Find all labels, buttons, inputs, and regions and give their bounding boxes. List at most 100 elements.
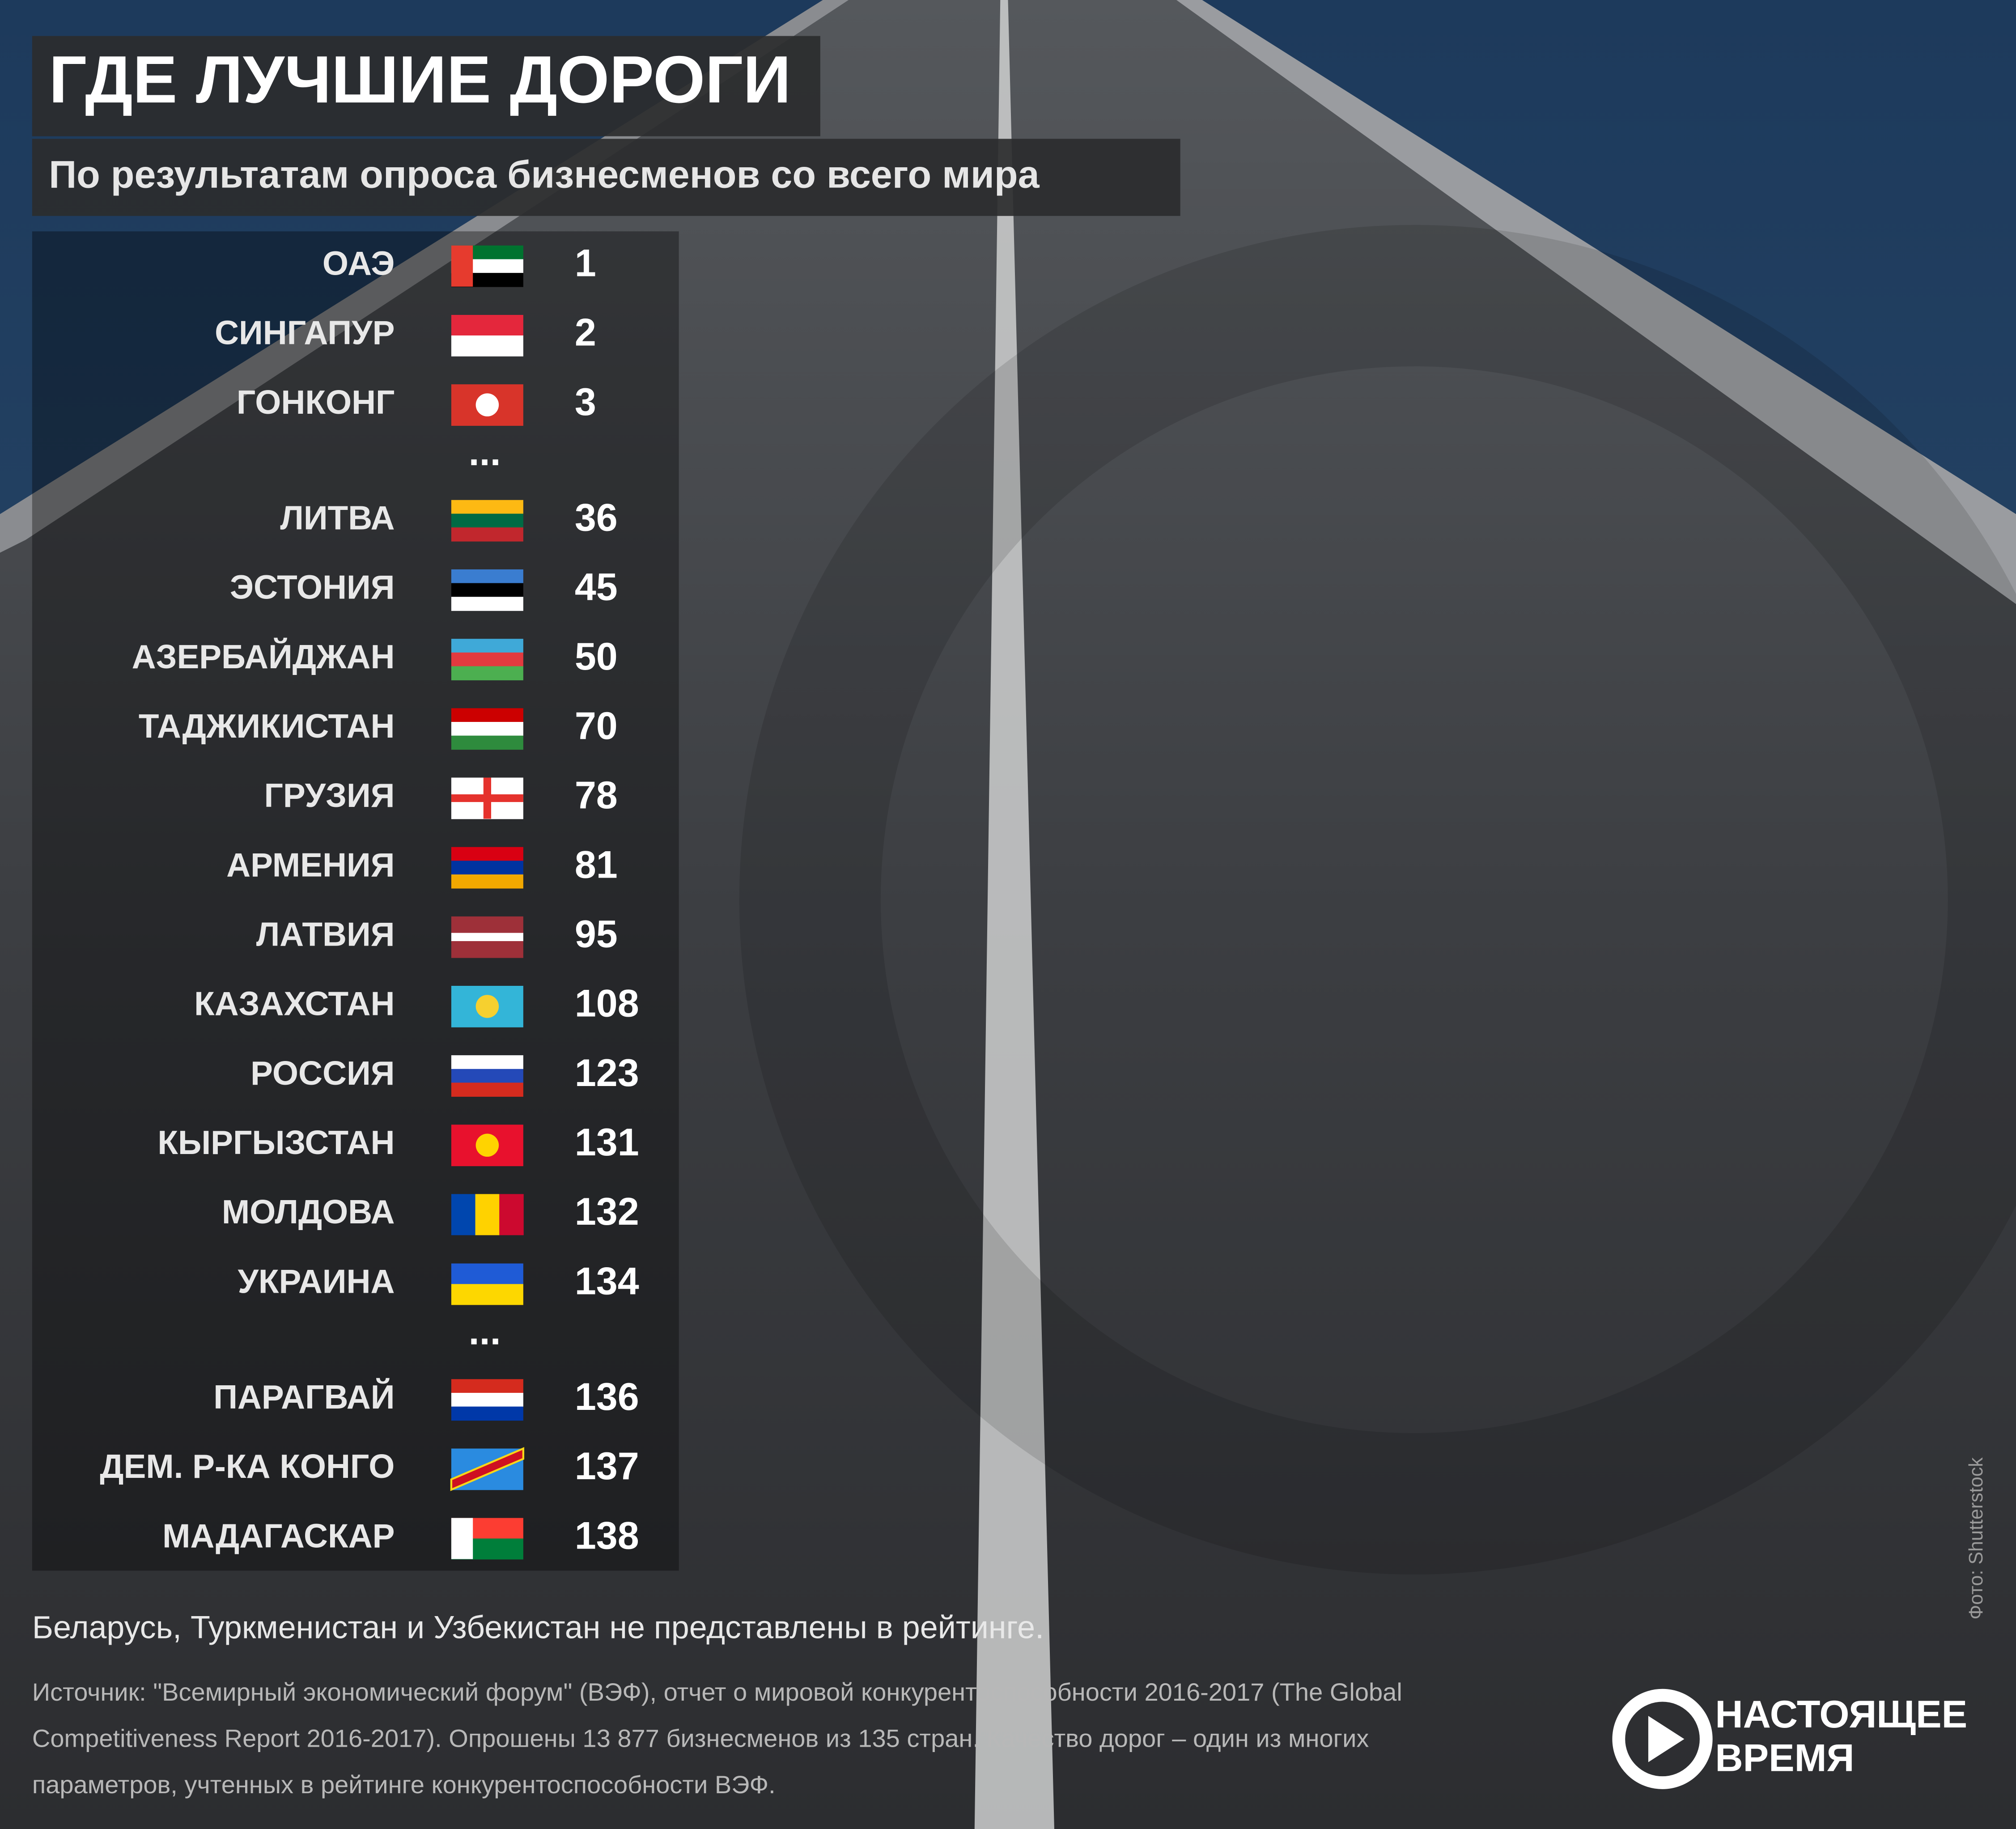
flag-stripe <box>451 335 523 356</box>
rank: 138 <box>575 1514 639 1557</box>
flag <box>451 639 523 680</box>
country-name: ЛИТВА <box>280 499 395 537</box>
flag-emblem <box>475 995 499 1018</box>
country-name: ГОНКОНГ <box>237 383 395 421</box>
flag-emblem <box>475 393 499 416</box>
flag-stripe <box>451 708 523 722</box>
country-name: УКРАИНА <box>238 1262 395 1300</box>
flag-stripe <box>451 1379 523 1393</box>
flag-diagonal <box>450 1447 525 1491</box>
flag-stripe <box>451 916 523 925</box>
flag-stripe <box>451 513 523 528</box>
rank: 2 <box>575 311 596 354</box>
rank: 81 <box>575 843 618 886</box>
flag-emblem <box>475 1133 499 1157</box>
flag-stripe <box>451 1194 476 1235</box>
logo: НАСТОЯЩЕЕ ВРЕМЯ <box>1612 1689 1967 1789</box>
country-name: АРМЕНИЯ <box>226 846 395 883</box>
flag-stripe <box>451 583 523 598</box>
flag-stripe <box>451 1406 523 1421</box>
flag-stripe <box>451 1069 523 1083</box>
center-line <box>974 0 1054 1829</box>
country-name: ЭСТОНИЯ <box>230 569 395 606</box>
flag-stripe <box>451 735 523 750</box>
flag-stripe <box>451 861 523 875</box>
flag <box>451 500 523 542</box>
flag-stripe <box>451 569 523 584</box>
source-line: параметров, учтенных в рейтинге конкурен… <box>32 1770 776 1799</box>
flag-stripe <box>451 666 523 680</box>
watermark-circle <box>739 225 2016 1574</box>
flag-stripe <box>451 1284 523 1305</box>
flag <box>451 1055 523 1097</box>
rank: 132 <box>575 1190 639 1233</box>
flag-band <box>451 1518 473 1559</box>
flag <box>451 384 523 426</box>
flag <box>451 847 523 889</box>
flag-stripe <box>451 527 523 542</box>
flag <box>451 1263 523 1305</box>
flag-band <box>451 245 473 287</box>
flag <box>451 315 523 356</box>
country-name: АЗЕРБАЙДЖАН <box>132 638 395 675</box>
rank: 136 <box>575 1375 639 1418</box>
country-name: ЛАТВИЯ <box>256 916 395 953</box>
flag <box>451 708 523 750</box>
note: Беларусь, Туркменистан и Узбекистан не п… <box>32 1610 1044 1646</box>
flag <box>451 1379 523 1421</box>
rank: 95 <box>575 913 618 956</box>
country-name: ОАЭ <box>323 245 395 282</box>
rank: 108 <box>575 982 639 1025</box>
rank: 3 <box>575 381 596 424</box>
flag-stripe <box>451 1082 523 1097</box>
subtitle: По результатам опроса бизнесменов со все… <box>49 153 1040 196</box>
flag <box>451 916 523 958</box>
flag <box>451 1518 523 1560</box>
country-name: ПАРАГВАЙ <box>213 1378 395 1416</box>
country-name: КЫРГЫЗСТАН <box>157 1124 395 1161</box>
rank: 123 <box>575 1052 639 1095</box>
flag-stripe <box>475 1194 500 1235</box>
flag <box>451 777 523 819</box>
flag <box>451 245 523 287</box>
flag <box>450 1447 525 1491</box>
logo-icon <box>1612 1689 1713 1789</box>
road-curb-right <box>1176 0 2016 604</box>
road-curb-left <box>0 0 849 553</box>
rank: 45 <box>575 566 618 609</box>
photo-credit: Фото: Shutterstock <box>1965 1457 1987 1620</box>
flag <box>451 1125 523 1167</box>
flag-stripe <box>451 925 523 934</box>
source-line: Competitiveness Report 2016-2017). Опрош… <box>32 1724 1369 1753</box>
ellipsis: ... <box>469 431 501 474</box>
subtitle-box <box>32 139 1180 216</box>
flag-stripe <box>451 652 523 667</box>
ellipsis: ... <box>469 1310 501 1353</box>
title-box <box>32 36 820 136</box>
rank: 134 <box>575 1260 639 1303</box>
rank: 36 <box>575 497 618 539</box>
rank: 70 <box>575 704 618 747</box>
flag-cross <box>451 794 523 802</box>
source-line: Источник: "Всемирный экономический форум… <box>32 1678 1402 1706</box>
flag <box>451 569 523 611</box>
logo-text: ВРЕМЯ <box>1715 1736 1854 1779</box>
list-panel <box>32 231 679 1571</box>
rank: 131 <box>575 1121 639 1164</box>
flag-stripe <box>451 315 523 336</box>
title: ГДЕ ЛУЧШИЕ ДОРОГИ <box>49 42 791 117</box>
flag-stripe <box>451 1263 523 1285</box>
flag-stripe <box>451 1055 523 1069</box>
flag-stripe <box>451 847 523 861</box>
flag-stripe <box>451 721 523 736</box>
flag-stripe <box>451 949 523 958</box>
logo-arrow <box>1648 1716 1685 1762</box>
country-name: ДЕМ. Р-КА КОНГО <box>100 1447 395 1485</box>
rank: 1 <box>575 242 596 285</box>
flag-stripe <box>499 1194 524 1235</box>
logo-text: НАСТОЯЩЕЕ <box>1715 1693 1967 1736</box>
country-name: СИНГАПУР <box>215 314 395 352</box>
rank: 78 <box>575 774 618 817</box>
country-name: МАДАГАСКАР <box>162 1517 395 1554</box>
